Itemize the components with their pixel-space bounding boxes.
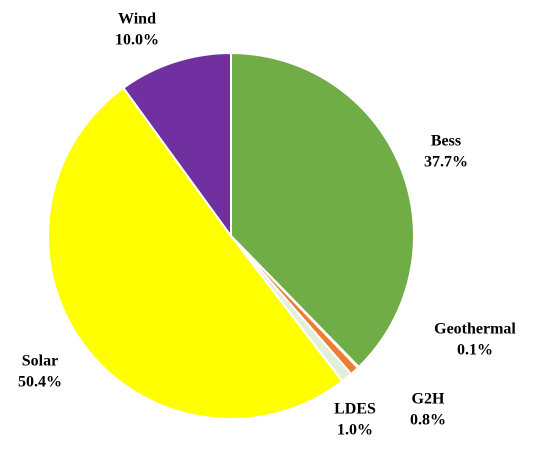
slice-label: G2H: [412, 391, 445, 408]
slice-value: 0.8%: [410, 412, 446, 429]
slice-label: Solar: [22, 353, 58, 370]
slice-value: 0.1%: [457, 342, 493, 359]
slice-value: 10.0%: [115, 32, 159, 49]
slice-value: 1.0%: [337, 422, 373, 439]
slice-label: Bess: [431, 133, 461, 150]
slice-label: Geothermal: [434, 321, 516, 338]
slice-value: 50.4%: [18, 374, 62, 391]
pie-slice: [47, 86, 344, 420]
pie-slice: [122, 51, 232, 240]
pie-slice: [230, 51, 415, 369]
slice-label: LDES: [334, 401, 376, 418]
slice-label: Wind: [118, 11, 156, 28]
slice-value: 37.7%: [424, 154, 468, 171]
